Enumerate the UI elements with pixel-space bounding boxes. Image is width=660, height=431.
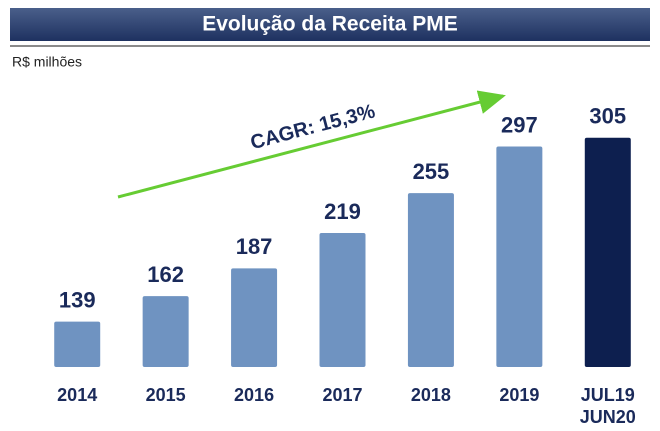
chart-title: Evolução da Receita PME: [202, 13, 458, 36]
x-tick-label: 2018: [410, 385, 451, 405]
x-tick-label: 2019: [499, 385, 540, 405]
x-tick-label: 2015: [145, 385, 186, 405]
value-label: 162: [147, 262, 184, 287]
bar: [231, 268, 278, 367]
value-label: 187: [236, 234, 273, 259]
x-tick-label: 2016: [234, 385, 275, 405]
value-label: 219: [324, 199, 361, 224]
trend-arrow: [117, 90, 506, 199]
bar: [496, 146, 543, 367]
x-tick-label: JUL19 JUN20: [579, 385, 636, 427]
bar: [319, 232, 366, 367]
x-tick-label: 2017: [322, 385, 363, 405]
value-label: 297: [501, 112, 538, 137]
title-banner: [10, 8, 650, 41]
subtitle: R$ milhões: [12, 54, 82, 70]
value-label: 305: [589, 104, 626, 129]
x-tick-label: 2014: [57, 385, 98, 405]
value-label: 139: [59, 287, 96, 312]
bar: [142, 296, 189, 367]
bar: [584, 137, 631, 367]
bar: [54, 321, 101, 367]
value-label: 255: [413, 159, 450, 184]
bar: [407, 193, 454, 367]
